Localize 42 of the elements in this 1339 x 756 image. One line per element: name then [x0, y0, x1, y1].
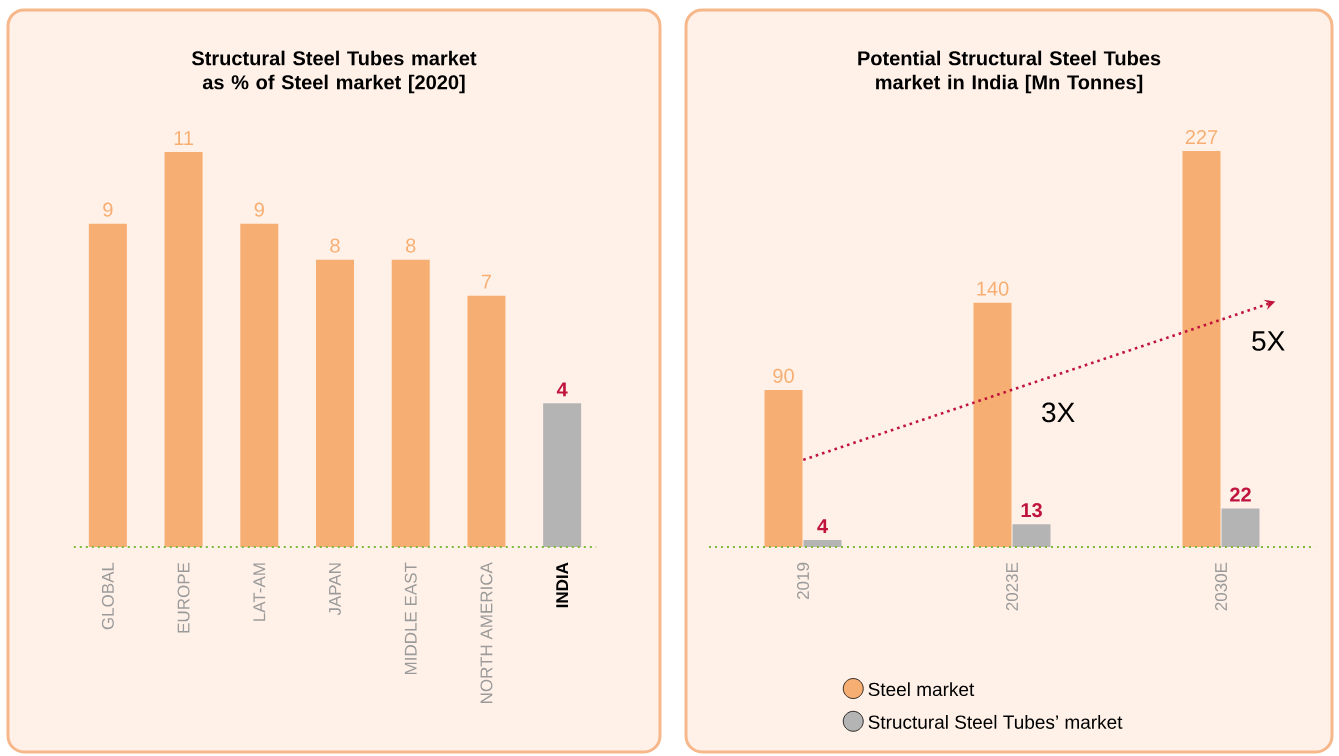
x-tick-label: INDIA [556, 562, 568, 608]
bar [240, 223, 279, 547]
bar [88, 223, 127, 547]
data-label: 13 [1021, 503, 1042, 518]
x-tick-label: MIDDLE EAST [404, 562, 417, 675]
x-tick-label: JAPAN [329, 563, 341, 616]
data-label: 9 [103, 202, 113, 217]
x-tick-label: 2019 [797, 562, 810, 600]
bar [316, 259, 354, 547]
chart-title: Potential Structural Steel Tubes market in India [Mn Tonnes] [858, 50, 1161, 94]
x-tick-label: 2023E [1006, 562, 1019, 611]
x-tick-label: EUROPE [177, 562, 190, 633]
data-label: 4 [817, 519, 828, 533]
x-tick-label: GLOBAL [101, 562, 114, 630]
bar [543, 403, 582, 547]
bar [764, 389, 803, 547]
data-label: 11 [174, 131, 193, 145]
annotation: 3X [1042, 402, 1075, 423]
bar [467, 295, 506, 547]
data-label: 227 [1185, 129, 1218, 144]
data-label: 8 [330, 238, 340, 253]
bar [1182, 151, 1221, 547]
bar [391, 259, 430, 547]
data-label: 22 [1230, 487, 1251, 502]
bar [1221, 508, 1260, 547]
data-label: 8 [406, 238, 416, 253]
x-tick-label: LAT-AM [253, 563, 266, 621]
x-tick-label: NORTH AMERICA [480, 562, 493, 703]
legend-label: Structural Steel Tubes’ market [868, 714, 1123, 729]
x-tick-label: 2030E [1215, 562, 1228, 611]
bar [973, 302, 1012, 547]
annotation: 5X [1252, 331, 1285, 351]
bar [164, 152, 203, 547]
data-label: 90 [773, 368, 794, 383]
legend-label: Steel market [868, 682, 975, 697]
data-label: 9 [254, 202, 264, 217]
data-label: 7 [481, 274, 491, 289]
data-label: 140 [977, 281, 1009, 296]
chart-title: Structural Steel Tubes market as % of Steel market [2020] [191, 50, 477, 94]
bar [803, 540, 842, 547]
bar [1012, 524, 1051, 547]
data-label: 4 [556, 382, 568, 397]
